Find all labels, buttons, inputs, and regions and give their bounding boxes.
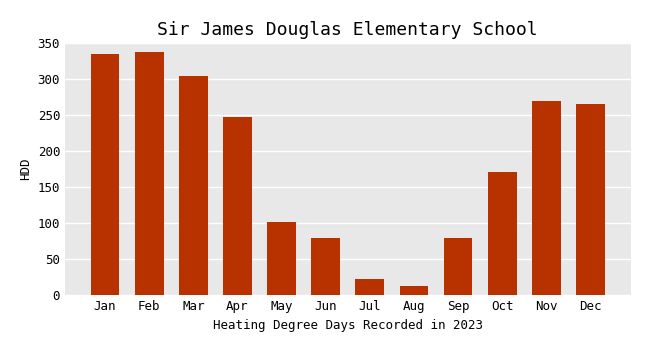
Y-axis label: HDD: HDD	[19, 158, 32, 180]
Bar	[576, 104, 604, 295]
Bar	[267, 222, 296, 295]
Bar	[135, 52, 164, 295]
Bar	[223, 117, 252, 295]
Title: Sir James Douglas Elementary School: Sir James Douglas Elementary School	[157, 21, 538, 39]
X-axis label: Heating Degree Days Recorded in 2023: Heating Degree Days Recorded in 2023	[213, 319, 483, 332]
Bar	[179, 76, 207, 295]
Bar	[532, 101, 561, 295]
Bar	[356, 279, 384, 295]
Bar	[488, 172, 517, 295]
Bar	[91, 54, 120, 295]
Bar	[400, 286, 428, 295]
Bar	[311, 238, 340, 295]
Bar	[444, 238, 473, 295]
